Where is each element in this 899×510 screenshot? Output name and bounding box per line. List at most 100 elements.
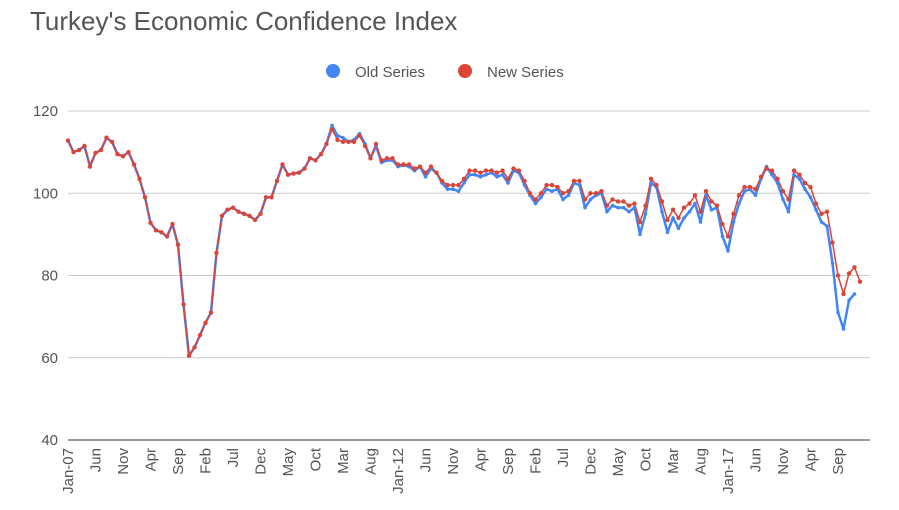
new-series-point[interactable] [313,158,318,163]
new-series-point[interactable] [362,143,368,149]
old-series-point[interactable] [704,193,708,198]
new-series-point[interactable] [269,195,274,200]
new-series-point[interactable] [219,213,225,219]
new-series-point[interactable] [516,168,522,173]
new-series-point[interactable] [780,188,786,194]
old-series-point[interactable] [522,183,527,187]
old-series-point[interactable] [588,197,593,202]
old-series-point[interactable] [775,181,780,185]
new-series-point[interactable] [368,156,373,161]
new-series-point[interactable] [769,168,775,173]
new-series-point[interactable] [720,221,725,227]
old-series-point[interactable] [665,230,670,235]
new-series-point[interactable] [428,164,434,169]
new-series-point[interactable] [390,156,395,161]
new-series-point[interactable] [247,213,252,219]
old-series-point[interactable] [682,216,686,220]
old-series-point[interactable] [566,193,571,198]
old-series-point[interactable] [819,220,824,224]
old-series-point[interactable] [731,220,736,224]
legend[interactable]: Old Series New Series [326,64,564,81]
new-series-point[interactable] [126,149,131,155]
new-series-point[interactable] [626,203,632,208]
new-series-point[interactable] [643,203,648,208]
old-series-point[interactable] [830,261,835,265]
old-series-point[interactable] [638,232,642,237]
new-series-point[interactable] [852,265,857,270]
old-series-point[interactable] [803,187,807,191]
new-series-point[interactable] [786,197,791,202]
old-series-point[interactable] [335,133,340,138]
new-series-point[interactable] [302,166,307,171]
new-series-point[interactable] [747,184,753,190]
old-series-point[interactable] [836,310,840,315]
old-series-point[interactable] [676,226,681,231]
new-series-point[interactable] [274,178,280,184]
new-series-point[interactable] [159,230,164,235]
new-series-point[interactable] [170,221,175,227]
new-series-point[interactable] [335,137,340,142]
new-series-point[interactable] [637,219,643,225]
new-series-point[interactable] [137,176,142,182]
old-series-point[interactable] [539,195,543,200]
new-series-point[interactable] [65,138,71,143]
old-series-point[interactable] [693,201,697,206]
new-series-point[interactable] [494,170,500,175]
new-series-point[interactable] [307,156,313,161]
new-series-point[interactable] [82,143,87,149]
new-series-point[interactable] [208,310,214,315]
new-series-point[interactable] [797,172,802,177]
new-series-point[interactable] [582,197,588,202]
old-series-point[interactable] [605,209,609,214]
new-series-point[interactable] [329,127,335,132]
new-series-point[interactable] [577,178,582,184]
new-series-point[interactable] [76,147,82,153]
new-series-point[interactable] [280,162,285,167]
old-series-point[interactable] [737,201,741,206]
new-series-point[interactable] [186,353,192,358]
old-series-point[interactable] [561,197,565,202]
new-series-point[interactable] [819,211,824,217]
new-series-point[interactable] [153,228,159,233]
new-series-point[interactable] [318,151,324,157]
new-series-point[interactable] [417,164,423,169]
new-series-point[interactable] [175,242,181,247]
old-series-point[interactable] [786,209,791,214]
old-series-point[interactable] [698,220,703,224]
new-series-point[interactable] [824,209,830,214]
new-series-point[interactable] [98,147,104,153]
new-series-point[interactable] [192,345,197,350]
old-series-point[interactable] [797,177,802,181]
new-series-point[interactable] [489,168,494,173]
new-series-point[interactable] [725,234,731,239]
new-series-point[interactable] [841,291,846,297]
old-series-point[interactable] [709,207,714,212]
new-series-point[interactable] [830,240,835,245]
old-series-point[interactable] [720,234,725,239]
old-series-point[interactable] [550,189,554,193]
new-series-point[interactable] [395,162,401,167]
new-series-point[interactable] [764,166,769,171]
old-series-point[interactable] [649,181,653,185]
new-series-point[interactable] [340,139,346,145]
new-series-point[interactable] [687,201,692,206]
old-series-point[interactable] [632,205,637,210]
old-series-point[interactable] [423,175,428,179]
old-series-point[interactable] [577,183,582,187]
new-series-point[interactable] [478,170,483,175]
old-series-point[interactable] [671,216,675,220]
new-series-point[interactable] [505,176,511,182]
old-series-point[interactable] [814,207,818,212]
old-series-point[interactable] [808,195,813,200]
new-series-point[interactable] [808,184,813,190]
new-series-point[interactable] [549,182,555,188]
old-series-point[interactable] [781,197,785,202]
new-series-point[interactable] [615,199,621,204]
old-series-point[interactable] [621,205,626,210]
old-series-point[interactable] [726,249,730,253]
new-series-point[interactable] [714,203,720,208]
old-series-point[interactable] [451,187,455,191]
new-series-point[interactable] [665,217,670,223]
old-series-point[interactable] [478,175,483,179]
new-series-point[interactable] [214,250,219,256]
